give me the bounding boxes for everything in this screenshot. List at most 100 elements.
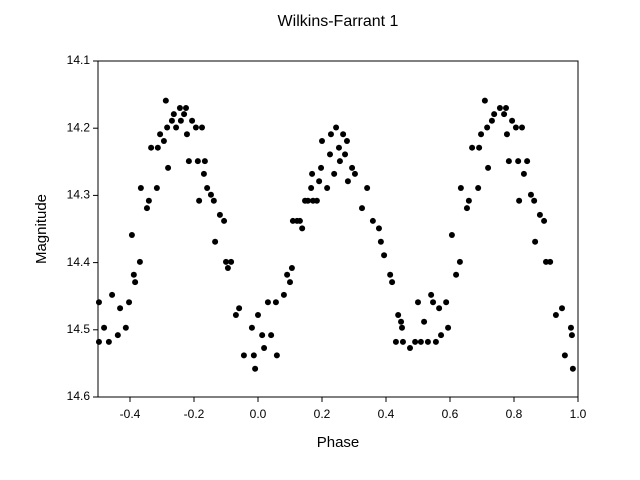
data-point [453,271,460,278]
data-point [343,137,350,144]
data-point [567,324,574,331]
data-point [164,124,171,131]
data-point [189,117,196,124]
data-point [491,111,498,118]
x-tick-label: -0.2 [184,407,205,421]
data-point [424,338,431,345]
data-point [438,332,445,339]
data-point [552,312,559,319]
data-point [336,158,343,165]
data-point [181,111,188,118]
y-tick-label: 14.5 [67,322,91,336]
data-point [288,264,295,271]
data-point [340,131,347,138]
data-point [287,279,293,286]
data-point [463,205,470,212]
data-point [316,178,323,185]
data-point [456,258,463,265]
data-point [515,158,522,165]
y-tick-label: 14.3 [67,188,91,202]
data-point [369,217,376,224]
data-point [519,124,525,131]
x-tick-label: 0.4 [378,407,395,421]
data-point [327,151,333,158]
data-point [457,185,464,192]
data-point [319,137,325,144]
x-tick-label: 0.6 [442,407,459,421]
data-point [165,164,172,171]
data-point [95,299,102,306]
data-point [255,312,261,319]
data-point [136,258,143,265]
data-point [481,97,488,104]
data-point [501,111,508,118]
data-point [228,258,235,265]
data-point [430,299,437,306]
data-point [381,252,388,259]
data-point [520,170,527,177]
data-point [284,271,291,278]
data-point [173,124,180,131]
data-point [476,144,483,151]
data-point [505,158,512,165]
data-point [488,117,495,124]
data-point [212,238,219,245]
data-point [137,185,144,192]
data-point [109,291,116,298]
data-point [436,305,443,312]
data-point [304,197,311,204]
data-point [395,312,402,319]
data-point [389,279,396,286]
data-point [448,232,455,239]
data-point [387,271,394,278]
data-point [280,291,287,298]
data-point [185,158,192,165]
chart-title: Wilkins-Farrant 1 [278,13,399,30]
data-point [252,365,259,372]
data-point [407,344,413,351]
data-point [445,324,452,331]
data-point [170,111,177,118]
x-axis-label: Phase [317,434,360,451]
data-point [289,217,296,224]
y-tick-label: 14.4 [67,255,91,269]
data-point [313,197,320,204]
data-point [126,299,133,306]
data-point [224,264,231,271]
x-tick-label: 0.8 [506,407,523,421]
plot-frame [97,60,579,398]
data-point [194,158,201,165]
data-point [248,324,255,331]
data-point [101,324,108,331]
data-point [240,352,247,359]
data-point [432,338,439,345]
x-tick-label: 0.0 [250,407,267,421]
data-point [196,197,203,204]
data-point [207,191,214,198]
data-point [114,332,121,339]
data-point [117,305,124,312]
data-point [421,318,428,325]
data-point [465,197,472,204]
data-point [122,324,129,331]
data-point [183,105,189,112]
data-point [532,238,539,245]
data-point [417,338,424,345]
data-point [268,332,275,339]
data-point [318,164,325,171]
data-point [377,238,384,245]
data-point [168,117,175,124]
x-tick-label: -0.4 [120,407,141,421]
data-point [547,258,554,265]
x-tick-label: 0.2 [314,407,331,421]
data-point [342,151,349,158]
data-point [160,137,167,144]
data-point [148,144,155,151]
data-point [154,144,161,151]
data-point [176,105,183,112]
data-point [469,144,476,151]
data-point [162,97,169,104]
data-point [399,324,405,331]
data-point [105,338,112,345]
